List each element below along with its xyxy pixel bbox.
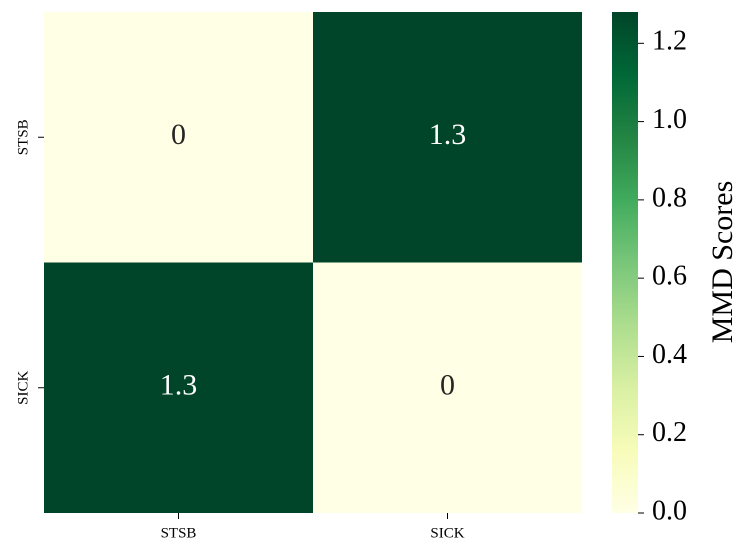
colorbar-tick-label: 1.0 (652, 104, 687, 135)
colorbar-label: MMD Scores (706, 181, 739, 344)
colorbar-tick-label: 0.2 (652, 417, 687, 448)
colorbar-tick-label: 0.8 (652, 182, 687, 213)
colorbar-tick-label: 1.2 (652, 26, 687, 57)
heatmap-cell (313, 12, 582, 263)
y-tick-label: SICK (15, 371, 31, 405)
heatmap-cell (44, 262, 313, 513)
x-tick-label: STSB (161, 525, 197, 541)
colorbar-tick-label: 0.0 (652, 495, 687, 526)
colorbar-tick-label: 0.6 (652, 261, 687, 292)
cell-label: 0 (171, 118, 186, 151)
heatmap-cell (313, 262, 582, 513)
colorbar-tick-label: 0.4 (652, 339, 687, 370)
cell-label: 0 (440, 369, 455, 402)
cell-label: 1.3 (160, 369, 198, 402)
x-tick-label: SICK (430, 525, 464, 541)
cell-label: 1.3 (429, 118, 467, 151)
y-tick-label: STSB (15, 119, 31, 155)
heatmap-cell (44, 12, 313, 263)
colorbar (612, 12, 638, 513)
